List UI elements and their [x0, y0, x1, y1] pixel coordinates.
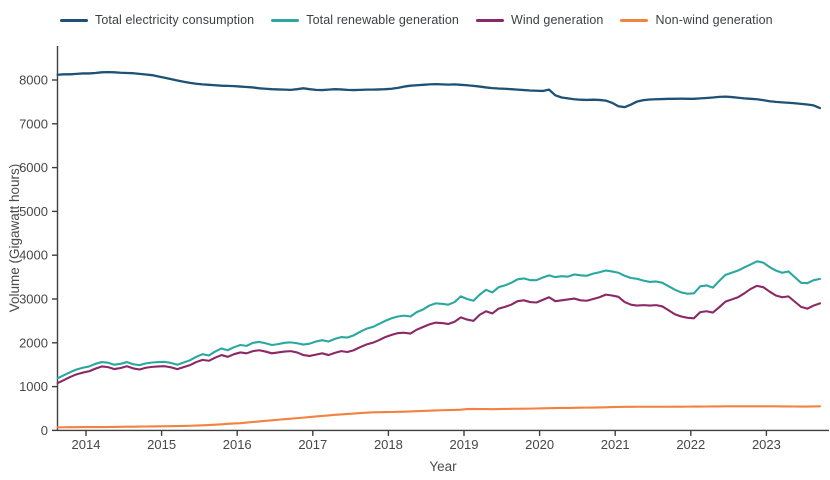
- axes-layer: 2014 2015 2016 2017 2018 2019 2020 2021 2022 2023…: [19, 46, 829, 452]
- x-axis-title: Year: [429, 459, 457, 474]
- line-swatch-icon: [60, 18, 88, 22]
- y-axis-title: Volume (Gigawatt hours): [7, 164, 22, 313]
- legend-label: Wind generation: [510, 13, 604, 27]
- x-tick-label: 2018: [374, 437, 403, 452]
- y-tick-label: 8000: [19, 73, 48, 88]
- x-tick-label: 2021: [601, 437, 630, 452]
- x-tick-label: 2022: [676, 437, 705, 452]
- y-tick-label: 1000: [19, 379, 48, 394]
- x-tick-label: 2014: [72, 437, 101, 452]
- y-tick-label: 4000: [19, 248, 48, 263]
- legend-item-non-wind-generation[interactable]: Non-wind generation: [620, 13, 773, 27]
- legend-label: Total renewable generation: [306, 13, 459, 27]
- x-tick-label: 2016: [223, 437, 252, 452]
- x-tick-label: 2023: [752, 437, 781, 452]
- y-tick-label: 6000: [19, 160, 48, 175]
- x-tick-label: 2017: [298, 437, 327, 452]
- line-swatch-icon: [271, 18, 300, 22]
- legend-item-wind-generation[interactable]: Wind generation: [475, 13, 604, 27]
- legend: Total electricity consumption Total rene…: [60, 13, 773, 27]
- y-tick-label: 5000: [19, 204, 48, 219]
- legend-item-total-electricity-consumption[interactable]: Total electricity consumption: [60, 13, 254, 27]
- legend-label: Total electricity consumption: [95, 13, 255, 27]
- line-swatch-icon: [620, 18, 649, 22]
- legend-item-total-renewable-generation[interactable]: Total renewable generation: [271, 13, 459, 27]
- x-tick-label: 2019: [450, 437, 479, 452]
- line-swatch-icon: [475, 18, 504, 22]
- y-tick-label: 2000: [19, 335, 48, 350]
- series-line-non-wind-generation: [56, 405, 821, 429]
- series-line-total-renewable-generation: [56, 260, 821, 380]
- series-layer: [56, 70, 822, 429]
- x-tick-label: 2015: [147, 437, 176, 452]
- y-tick-label: 0: [41, 423, 48, 438]
- y-tick-label: 7000: [19, 116, 48, 131]
- y-tick-label: 3000: [19, 292, 48, 307]
- series-line-wind-generation: [56, 284, 821, 385]
- legend-label: Non-wind generation: [655, 13, 773, 27]
- x-tick-label: 2020: [525, 437, 554, 452]
- series-line-total-electricity-consumption: [56, 70, 822, 110]
